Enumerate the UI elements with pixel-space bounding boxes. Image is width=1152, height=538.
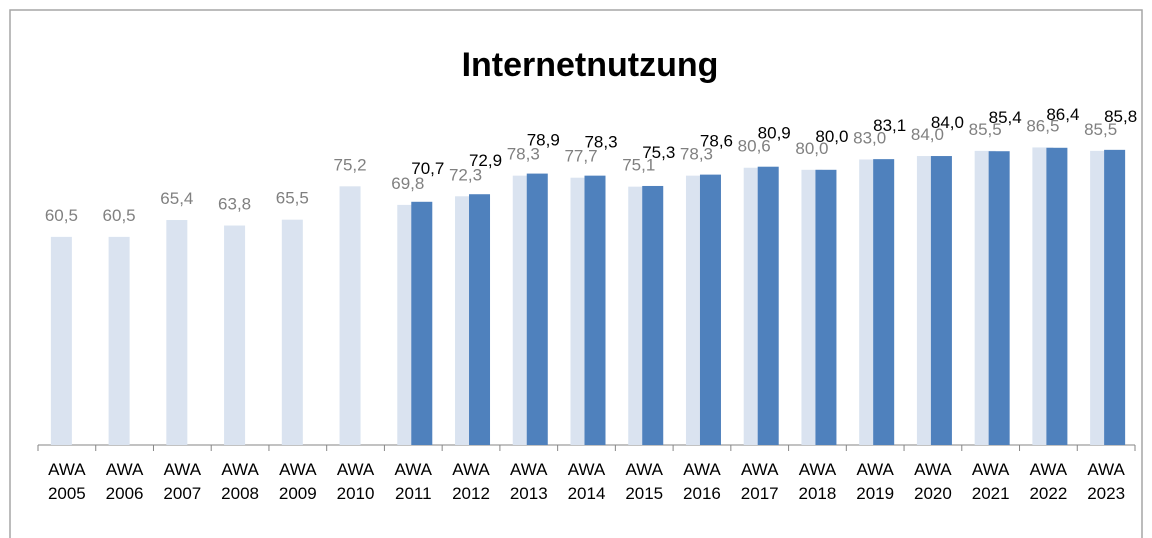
bar bbox=[642, 185, 664, 445]
value-label: 60,5 bbox=[103, 206, 136, 225]
x-tick-label: AWA 2011 bbox=[394, 460, 433, 503]
value-label: 75,1 bbox=[622, 156, 655, 175]
value-label: 84,0 bbox=[911, 125, 944, 144]
value-label: 72,9 bbox=[469, 151, 502, 170]
x-tick-label: AWA 2013 bbox=[509, 460, 548, 503]
bar bbox=[584, 175, 606, 445]
value-label: 85,8 bbox=[1104, 107, 1137, 126]
value-label: 65,4 bbox=[160, 189, 193, 208]
value-label: 80,0 bbox=[795, 139, 828, 158]
bar bbox=[224, 225, 246, 445]
x-tick-label: AWA 2014 bbox=[567, 460, 606, 503]
value-label: 86,4 bbox=[1046, 105, 1079, 124]
bar bbox=[988, 151, 1010, 445]
value-label: 80,9 bbox=[758, 124, 791, 143]
value-label: 80,0 bbox=[815, 127, 848, 146]
x-tick-label: AWA 2015 bbox=[625, 460, 664, 503]
value-label: 84,0 bbox=[931, 113, 964, 132]
value-label: 78,3 bbox=[507, 145, 540, 164]
value-label: 85,5 bbox=[1084, 120, 1117, 139]
x-tick-label: AWA 2005 bbox=[47, 460, 86, 503]
x-tick-label: AWA 2009 bbox=[278, 460, 317, 503]
x-tick-label: AWA 2012 bbox=[452, 460, 490, 503]
value-label: 78,9 bbox=[527, 131, 560, 150]
bar bbox=[1104, 149, 1126, 445]
bar bbox=[166, 220, 188, 445]
bar bbox=[339, 186, 361, 445]
value-label: 65,5 bbox=[276, 189, 309, 208]
bar bbox=[815, 169, 837, 446]
x-tick-label: AWA 2008 bbox=[221, 460, 259, 503]
value-label: 77,7 bbox=[564, 147, 597, 166]
bar bbox=[469, 194, 491, 445]
bar bbox=[699, 174, 721, 445]
x-tick-label: AWA 2016 bbox=[683, 460, 721, 503]
x-tick-label: AWA 2007 bbox=[163, 460, 202, 503]
bar bbox=[757, 166, 779, 446]
value-label: 72,3 bbox=[449, 165, 482, 184]
value-label: 75,3 bbox=[642, 143, 675, 162]
value-label: 78,6 bbox=[700, 132, 733, 151]
value-label: 80,6 bbox=[738, 137, 771, 156]
bar bbox=[1046, 147, 1068, 445]
value-label: 86,5 bbox=[1026, 116, 1059, 135]
chart-title: Internetnutzung bbox=[462, 46, 719, 84]
value-label: 85,4 bbox=[989, 108, 1022, 127]
x-tick-label: AWA 2020 bbox=[913, 460, 952, 503]
value-label: 78,3 bbox=[680, 145, 713, 164]
value-label: 69,8 bbox=[391, 174, 424, 193]
value-label: 63,8 bbox=[218, 195, 251, 214]
x-tick-label: AWA 2019 bbox=[856, 460, 895, 503]
x-tick-label: AWA 2010 bbox=[336, 460, 375, 503]
x-tick-label: AWA 2006 bbox=[105, 460, 144, 503]
bar bbox=[873, 159, 895, 446]
x-tick-label: AWA 2022 bbox=[1029, 460, 1068, 503]
x-tick-label: AWA 2018 bbox=[798, 460, 837, 503]
value-label: 78,3 bbox=[584, 133, 617, 152]
x-tick-label: AWA 2021 bbox=[971, 460, 1010, 503]
bar bbox=[411, 201, 433, 445]
value-label: 83,1 bbox=[873, 116, 906, 135]
bar bbox=[108, 236, 130, 445]
value-label: 60,5 bbox=[45, 206, 78, 225]
bar bbox=[526, 173, 548, 446]
bar bbox=[930, 156, 952, 446]
value-label: 85,5 bbox=[969, 120, 1002, 139]
frame bbox=[9, 9, 1143, 538]
bar bbox=[50, 236, 72, 445]
bar bbox=[281, 219, 303, 445]
value-label: 83,0 bbox=[853, 128, 886, 147]
value-label: 70,7 bbox=[411, 159, 444, 178]
x-tick-label: AWA 2023 bbox=[1087, 460, 1126, 503]
x-tick-label: AWA 2017 bbox=[740, 460, 779, 503]
value-label: 75,2 bbox=[334, 155, 367, 174]
